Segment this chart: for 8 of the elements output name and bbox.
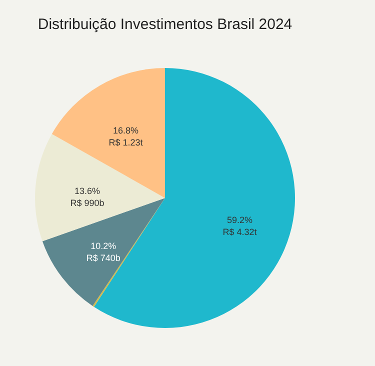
data-label: 13.6% R$ 990b	[70, 186, 104, 208]
pie-slice	[42, 198, 165, 306]
chart-title: Distribuição Investimentos Brasil 2024	[38, 16, 292, 33]
data-label: 16.8% R$ 1.23t	[108, 126, 144, 148]
data-label: 59.2% R$ 4.32t	[222, 215, 258, 238]
pie-slice	[35, 134, 165, 242]
data-label: 10.2% R$ 740b	[86, 240, 120, 263]
pie-slice	[52, 68, 165, 198]
